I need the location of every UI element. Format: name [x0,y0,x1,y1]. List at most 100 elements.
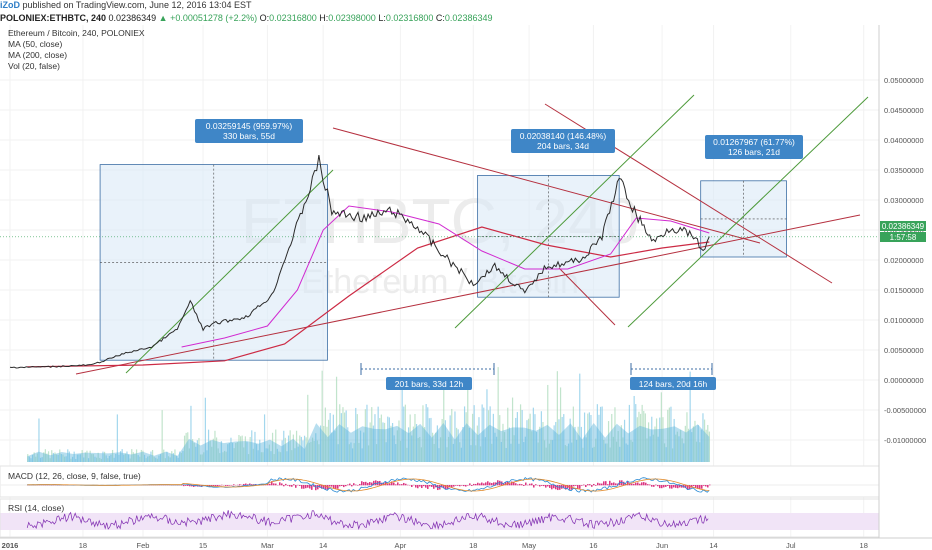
volume-bar [228,442,230,462]
volume-bar [351,448,354,462]
volume-bar [222,452,224,462]
macd-hist-bar [333,485,335,489]
volume-bar [70,458,72,462]
macd-hist-bar [661,485,663,489]
volume-bar [215,437,218,462]
volume-bar [139,456,141,462]
volume-bar [302,440,304,462]
volume-bar [324,407,326,462]
volume-bar [343,412,346,462]
time-axis-labels[interactable]: 2016 18 Feb 15 Mar 14 Apr 18 May 16 Jun 14 Jul 18 [2,541,868,550]
volume-bar [441,418,443,462]
trendline-green-2[interactable] [454,94,695,329]
legend-ma200[interactable]: MA (200, close) [8,50,67,60]
macd-title[interactable]: MACD (12, 26, close, 9, false, true) [8,471,141,481]
volume-bar [619,446,621,462]
macd-hist-bar [643,482,645,486]
volume-bar [699,442,701,462]
macd-hist-bar [539,485,541,487]
volume-bar [73,451,75,462]
volume-bar [163,449,165,462]
volume-bar [393,435,395,462]
macd-hist-bar [363,481,365,486]
volume-bar [254,431,256,462]
volume-bar [679,429,682,462]
price-tick: 0.03500000 [884,166,924,175]
volume-bar [667,409,669,462]
macd-hist-bar [547,485,549,487]
volume-bar [593,446,595,462]
price-tick: 0.00000000 [884,376,924,385]
publisher-bar: iZoD published on TradingView.com, June … [0,0,932,11]
macd-hist-bar [515,483,517,486]
macd-hist-bar [405,483,407,486]
volume-bar [260,452,262,462]
volume-bar [89,450,91,462]
rsi-band [0,513,879,530]
macd-hist-bar [699,485,701,490]
macd-hist-bar [667,485,669,486]
volume-bar [220,441,222,462]
volume-bar [428,418,430,462]
macd-hist-bar [189,485,191,487]
macd-hist-bar [687,485,689,490]
volume-bar [577,426,579,462]
volume-bar [374,414,376,462]
macd-hist-bar [641,482,643,486]
publisher-user[interactable]: iZoD [0,0,20,10]
price-axis[interactable] [879,25,932,538]
volume-bar [551,440,554,462]
trendline-red-channel[interactable] [558,267,616,326]
volume-bar [479,446,482,462]
price-tick: 0.04000000 [884,136,924,145]
macd-hist-bar [429,485,431,487]
macd-hist-bar [543,485,545,487]
volume-bar [167,456,170,462]
macd-hist-bar [493,482,495,486]
macd-hist-bar [569,485,571,490]
macd-hist-bar [385,481,387,486]
macd-hist-bar [339,485,341,487]
legend-ma50[interactable]: MA (50, close) [8,39,62,49]
volume-bar [209,440,211,462]
volume-bar [559,387,562,462]
trendline-green-3[interactable] [627,96,869,328]
volume-bar [359,430,362,462]
volume-bar [505,447,507,462]
volume-bar [46,453,48,462]
volume-bar [460,447,462,462]
chart-canvas[interactable]: ETHBTC, 240 Ethereum / Bitcoin 201 bars,… [0,25,932,550]
volume-bar [259,439,261,462]
macd-hist-bar [707,485,709,488]
macd-hist-bar [367,482,369,486]
legend-vol[interactable]: Vol (20, false) [8,61,60,71]
macd-hist-bar [229,485,231,486]
volume-bar [59,449,61,462]
macd-hist-bar [419,485,421,487]
rsi-title[interactable]: RSI (14, close) [8,503,64,513]
volume-bar [643,410,645,462]
volume-bar [524,436,526,462]
volume-bar [385,442,387,462]
volume-bar [467,385,469,462]
volume-bar [553,425,555,462]
macd-hist-bar [675,485,677,488]
macd-hist-bar [369,482,371,486]
macd-hist-bar [485,482,487,486]
macd-hist-bar [679,485,681,488]
volume-bar [251,430,253,462]
legend-title[interactable]: Ethereum / Bitcoin, 240, POLONIEX [8,28,145,38]
trendline-green-1[interactable] [125,169,334,374]
measure-boxes[interactable] [99,164,787,361]
macd-hist-bar [287,485,289,486]
macd-signal-line [27,478,710,492]
volume-bar [177,457,179,462]
range-measures[interactable]: 201 bars, 33d 12h 124 bars, 20d 16h [360,363,716,390]
trendline-red-lower[interactable] [75,214,861,375]
volume-bar [687,428,690,462]
volume-bar [646,438,648,462]
macd-hist-bar [371,482,373,486]
volume-bar [615,441,618,462]
volume-bar [94,456,96,462]
trendline-red-upper[interactable] [332,127,761,244]
